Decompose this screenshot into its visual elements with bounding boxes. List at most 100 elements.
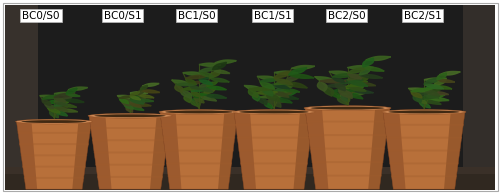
- Polygon shape: [348, 74, 368, 80]
- Polygon shape: [186, 78, 196, 85]
- Polygon shape: [64, 92, 75, 99]
- Ellipse shape: [233, 110, 315, 114]
- Polygon shape: [54, 111, 68, 116]
- Polygon shape: [134, 104, 151, 106]
- Polygon shape: [286, 75, 300, 82]
- Polygon shape: [262, 87, 273, 96]
- Polygon shape: [118, 95, 134, 98]
- Polygon shape: [428, 98, 449, 101]
- Polygon shape: [332, 74, 356, 77]
- Polygon shape: [54, 93, 74, 97]
- Polygon shape: [329, 71, 353, 75]
- Polygon shape: [54, 102, 68, 105]
- Polygon shape: [266, 93, 280, 102]
- Polygon shape: [264, 101, 272, 108]
- Polygon shape: [432, 92, 448, 95]
- Polygon shape: [348, 87, 366, 91]
- Polygon shape: [413, 95, 422, 102]
- Polygon shape: [424, 78, 440, 84]
- Polygon shape: [265, 100, 286, 103]
- Polygon shape: [244, 85, 264, 91]
- Polygon shape: [332, 88, 358, 92]
- Polygon shape: [130, 103, 141, 108]
- Polygon shape: [138, 89, 143, 95]
- Polygon shape: [414, 92, 432, 95]
- Polygon shape: [335, 83, 345, 91]
- Polygon shape: [61, 98, 70, 104]
- Polygon shape: [140, 85, 147, 90]
- Polygon shape: [199, 63, 221, 66]
- FancyBboxPatch shape: [166, 163, 232, 164]
- Polygon shape: [274, 92, 296, 97]
- Ellipse shape: [388, 110, 460, 113]
- Polygon shape: [320, 79, 346, 83]
- FancyBboxPatch shape: [19, 143, 89, 145]
- Polygon shape: [248, 89, 258, 97]
- Polygon shape: [324, 86, 334, 96]
- Polygon shape: [160, 112, 182, 189]
- FancyBboxPatch shape: [163, 137, 236, 139]
- Polygon shape: [274, 85, 289, 89]
- Polygon shape: [194, 97, 204, 103]
- Polygon shape: [282, 89, 300, 92]
- Polygon shape: [353, 90, 374, 93]
- FancyBboxPatch shape: [391, 175, 457, 177]
- Polygon shape: [124, 104, 134, 109]
- Polygon shape: [54, 97, 72, 102]
- Polygon shape: [424, 95, 445, 100]
- Polygon shape: [212, 62, 226, 70]
- Polygon shape: [434, 86, 452, 89]
- FancyBboxPatch shape: [312, 161, 384, 163]
- Polygon shape: [254, 91, 278, 94]
- Polygon shape: [120, 98, 128, 104]
- Polygon shape: [363, 67, 384, 71]
- Polygon shape: [150, 116, 171, 189]
- Polygon shape: [44, 103, 54, 109]
- Polygon shape: [199, 71, 214, 77]
- Polygon shape: [411, 91, 422, 98]
- Ellipse shape: [159, 110, 239, 114]
- Polygon shape: [210, 70, 220, 78]
- Polygon shape: [58, 109, 78, 112]
- Polygon shape: [263, 84, 288, 88]
- FancyBboxPatch shape: [96, 164, 164, 166]
- Polygon shape: [181, 87, 200, 90]
- Polygon shape: [160, 112, 238, 189]
- Polygon shape: [260, 81, 274, 89]
- Polygon shape: [89, 116, 171, 189]
- Polygon shape: [54, 92, 74, 95]
- FancyBboxPatch shape: [242, 175, 306, 177]
- Polygon shape: [42, 95, 60, 99]
- Polygon shape: [348, 68, 366, 74]
- FancyBboxPatch shape: [306, 121, 388, 123]
- Polygon shape: [408, 88, 429, 92]
- Polygon shape: [332, 77, 344, 83]
- Polygon shape: [54, 106, 68, 111]
- Polygon shape: [130, 106, 144, 110]
- Polygon shape: [89, 116, 112, 189]
- Polygon shape: [44, 100, 64, 103]
- FancyBboxPatch shape: [97, 176, 163, 178]
- Polygon shape: [50, 111, 58, 118]
- Polygon shape: [186, 93, 206, 96]
- Polygon shape: [274, 97, 292, 103]
- Polygon shape: [181, 90, 192, 98]
- Polygon shape: [122, 101, 130, 106]
- Polygon shape: [269, 97, 287, 99]
- FancyBboxPatch shape: [20, 154, 87, 156]
- Polygon shape: [199, 79, 213, 85]
- Polygon shape: [420, 102, 430, 108]
- Polygon shape: [47, 107, 60, 113]
- Polygon shape: [130, 99, 143, 104]
- Polygon shape: [120, 96, 132, 98]
- Polygon shape: [172, 80, 190, 85]
- Polygon shape: [434, 78, 446, 86]
- Polygon shape: [305, 108, 328, 189]
- Polygon shape: [260, 95, 283, 98]
- Polygon shape: [191, 97, 210, 100]
- Polygon shape: [437, 80, 455, 82]
- Polygon shape: [260, 79, 279, 82]
- Text: BC0/S0: BC0/S0: [22, 11, 60, 21]
- Polygon shape: [184, 95, 192, 102]
- Ellipse shape: [240, 111, 308, 113]
